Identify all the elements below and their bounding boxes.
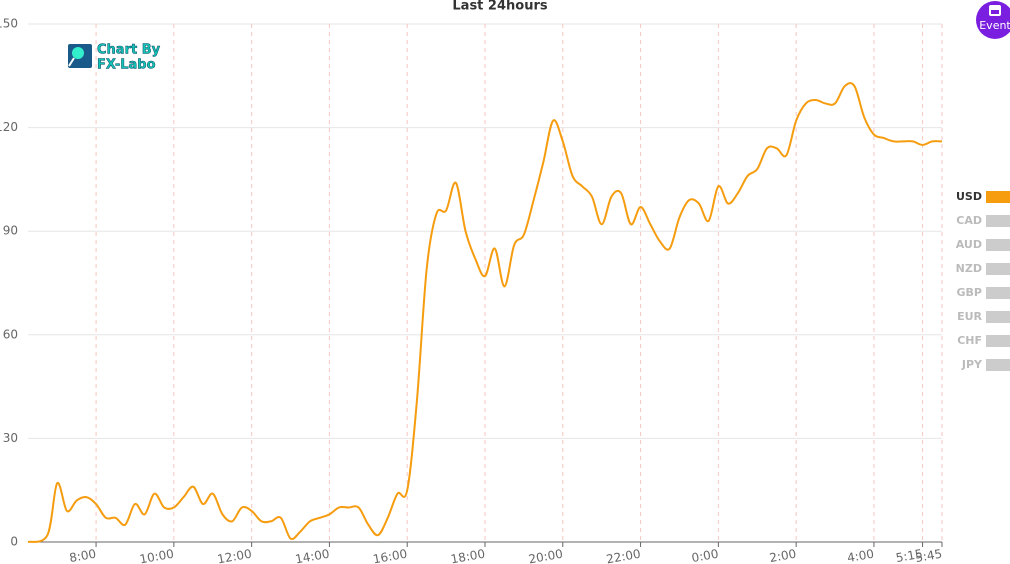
chart-title: Last 24hours (452, 0, 547, 14)
line (27, 82, 943, 543)
legend-label: EUR (957, 310, 982, 323)
legend-label: CAD (956, 214, 982, 227)
legend-swatch (986, 263, 1010, 275)
logo-icon-handle (68, 57, 75, 67)
legend-item[interactable]: EUR (957, 310, 1010, 323)
legend-label: JPY (961, 358, 983, 371)
logo-text: FX-Labo (97, 58, 156, 73)
legend-swatch (986, 311, 1010, 323)
x-tick-label: 0:00 (691, 547, 720, 564)
event-button-bg[interactable] (976, 1, 1010, 39)
legend-label: AUD (956, 238, 982, 251)
x-tick-label: 5:15 (895, 547, 924, 564)
grid (28, 23, 943, 543)
legend-label: USD (956, 190, 982, 203)
y-tick-label: 120 (0, 120, 18, 134)
logo-icon-lens (72, 47, 84, 59)
y-tick-label: 60 (3, 327, 18, 341)
legend-swatch (986, 215, 1010, 227)
legend-item[interactable]: CAD (956, 214, 1010, 227)
legend-label: NZD (956, 262, 982, 275)
legend-item[interactable]: GBP (957, 286, 1010, 299)
event-button-label[interactable]: Event (979, 19, 1010, 32)
legend-label: CHF (957, 334, 982, 347)
y-tick-label: 150 (0, 17, 18, 31)
x-tick-label: 14:00 (294, 547, 330, 564)
x-tick-label: 18:00 (450, 547, 486, 564)
legend-label: GBP (957, 286, 982, 299)
y-tick-label: 0 (10, 535, 18, 549)
legend-item[interactable]: CHF (957, 334, 1010, 347)
y-tick-label: 90 (3, 224, 18, 238)
legend-item[interactable]: USD (956, 190, 1010, 203)
x-tick-label: 16:00 (372, 547, 408, 564)
x-tick-label: 20:00 (527, 547, 563, 564)
legend-item[interactable]: NZD (956, 262, 1010, 275)
legend-swatch (986, 239, 1010, 251)
legend-swatch (986, 287, 1010, 299)
y-tick-label: 30 (3, 431, 18, 445)
x-tick-label: 10:00 (138, 547, 174, 564)
x-tick-label: 2:00 (768, 547, 797, 564)
x-tick-label: 4:00 (846, 547, 875, 564)
x-tick-label: 5:45 (914, 547, 943, 564)
x-tick-label: 12:00 (216, 547, 252, 564)
x-tick-label: 22:00 (605, 547, 641, 564)
legend-item[interactable]: AUD (956, 238, 1010, 251)
logo: Chart By FX-Labo (68, 42, 161, 73)
logo-text: Chart By (97, 43, 161, 58)
event-button[interactable]: Event (976, 1, 1010, 39)
legend-swatch (986, 335, 1010, 347)
event-icon-detail (991, 10, 999, 14)
x-tick-label: 8:00 (68, 547, 97, 564)
legend-item[interactable]: JPY (961, 358, 1010, 371)
legend-swatch (986, 359, 1010, 371)
legend-swatch (986, 191, 1010, 203)
